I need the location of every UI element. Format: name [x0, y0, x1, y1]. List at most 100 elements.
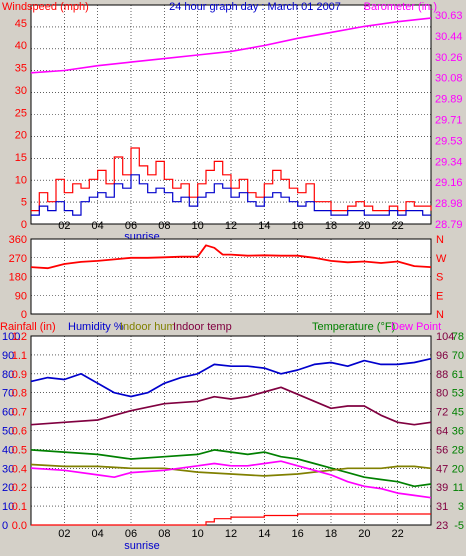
barometer-tick-label: 28.79: [435, 219, 463, 231]
temperature-tick-label: 36: [452, 426, 464, 438]
temperature-tick-label: 61: [452, 369, 464, 381]
windspeed-tick-label: 25: [15, 107, 27, 119]
wind-x-tick-label: 20: [358, 220, 370, 232]
wind-x-tick-label: 12: [225, 220, 237, 232]
humidity-tick-label: 20: [2, 482, 14, 494]
rainfall-tick-label: 0.1: [12, 501, 27, 513]
wind-x-tick-label: 22: [392, 220, 404, 232]
climate-x-tick-label: 10: [192, 528, 204, 540]
compass-tick-label: N: [436, 309, 444, 321]
rainfall-tick-label: 1.2: [12, 331, 27, 343]
wind-x-tick-label: 16: [292, 220, 304, 232]
rainfall-tick-label: 0.7: [12, 407, 27, 419]
barometer-tick-label: 30.26: [435, 52, 463, 64]
humidity-tick-label: 60: [2, 407, 14, 419]
climate-x-tick-label: 22: [392, 528, 404, 540]
indoor-temp-tick-label: 80: [436, 388, 448, 400]
climate-header-label: Indoor temp: [173, 321, 232, 333]
compass-tick-label: N: [436, 234, 444, 246]
indoor-temp-tick-label: 72: [436, 407, 448, 419]
climate-x-tick-label: 12: [225, 528, 237, 540]
humidity-tick-label: 50: [2, 426, 14, 438]
humidity-tick-label: 30: [2, 463, 14, 475]
compass-tick-label: E: [436, 290, 443, 302]
compass-tick-label: S: [436, 272, 443, 284]
temperature-tick-label: 53: [452, 388, 464, 400]
windspeed-tick-label: 45: [15, 18, 27, 30]
windspeed-tick-label: 5: [21, 197, 27, 209]
climate-header-label: Indoor hum: [120, 321, 176, 333]
barometer-tick-label: 30.63: [435, 10, 463, 22]
barometer-tick-label: 29.53: [435, 135, 463, 147]
temperature-tick-label: 11: [453, 482, 464, 494]
humidity-tick-label: 0: [2, 520, 8, 532]
dew-point-line: [30, 460, 432, 499]
climate-x-tick-label: 06: [125, 528, 137, 540]
direction-tick-label: 90: [15, 290, 27, 302]
indoor-temp-tick-label: 31: [436, 501, 448, 513]
climate-header-label: Rainfall (in): [0, 321, 56, 333]
barometer-tick-label: 29.16: [435, 177, 463, 189]
rainfall-tick-label: 0.0: [12, 520, 27, 532]
barometer-tick-label: 29.34: [435, 156, 463, 168]
rainfall-tick-label: 0.2: [12, 482, 27, 494]
rainfall-tick-label: 1.1: [12, 350, 27, 362]
barometer-tick-label: 30.08: [435, 73, 463, 85]
indoor-temp-tick-label: 104: [436, 331, 454, 343]
climate-header-label: Dew Point: [391, 321, 441, 333]
wind-x-tick-label: 10: [192, 220, 204, 232]
indoor-temp-tick-label: 39: [436, 482, 448, 494]
rainfall-tick-label: 0.4: [12, 463, 27, 475]
windspeed-tick-label: 35: [15, 63, 27, 75]
indoor-temp-line: [30, 386, 432, 426]
rainfall-tick-label: 0.9: [12, 369, 27, 381]
direction-tick-label: 180: [9, 272, 27, 284]
wind-x-tick-label: 02: [58, 220, 70, 232]
humidity-tick-label: 40: [2, 444, 14, 456]
wind-x-tick-label: 18: [325, 220, 337, 232]
barometer-tick-label: 29.71: [435, 115, 463, 127]
barometer-line: [30, 17, 432, 74]
wind-line: [31, 174, 431, 216]
climate-x-tick-label: 14: [258, 528, 270, 540]
climate-x-tick-label: 04: [92, 528, 104, 540]
climate-x-tick-label: 16: [292, 528, 304, 540]
humidity-tick-label: 80: [2, 369, 14, 381]
temperature-tick-label: 70: [452, 350, 464, 362]
rainfall-tick-label: 0.5: [12, 444, 27, 456]
climate-header-label: Temperature (°F): [312, 321, 395, 333]
temperature-tick-label: 78: [452, 331, 464, 343]
barometer-axis-label: Barometer (in.): [364, 1, 437, 13]
temperature-tick-label: 3: [458, 501, 464, 513]
indoor-temp-tick-label: 88: [436, 369, 448, 381]
barometer-tick-label: 30.44: [435, 31, 463, 43]
humidity-tick-label: 100: [2, 331, 20, 343]
windspeed-tick-label: 40: [15, 40, 27, 52]
chart-title: 24 hour graph day : March 01 2007: [169, 1, 341, 13]
compass-tick-label: W: [436, 253, 447, 265]
climate-x-tick-label: 20: [358, 528, 370, 540]
wind-x-tick-label: 14: [258, 220, 270, 232]
barometer-tick-label: 29.89: [435, 94, 463, 106]
humidity-tick-label: 90: [2, 350, 14, 362]
temperature-tick-label: 20: [452, 463, 464, 475]
indoor-hum-line: [30, 463, 432, 477]
sunrise-marker-label-bottom: sunrise: [124, 540, 159, 552]
temperature-tick-label: 28: [452, 444, 464, 456]
windspeed-axis-label: Windspeed (mph): [2, 1, 89, 13]
indoor-temp-tick-label: 64: [436, 426, 448, 438]
windspeed-tick-label: 0: [21, 219, 27, 231]
humidity-tick-label: 10: [2, 501, 14, 513]
temperature-tick-label: 45: [452, 407, 464, 419]
indoor-temp-tick-label: 47: [436, 463, 448, 475]
rainfall-line: [31, 513, 431, 526]
rainfall-tick-label: 0.8: [12, 388, 27, 400]
climate-x-tick-label: 18: [325, 528, 337, 540]
wind-x-tick-label: 08: [158, 220, 170, 232]
windspeed-tick-label: 30: [15, 85, 27, 97]
temperature-line: [30, 449, 432, 488]
wind-direction-line: [30, 244, 432, 270]
direction-tick-label: 360: [9, 234, 27, 246]
